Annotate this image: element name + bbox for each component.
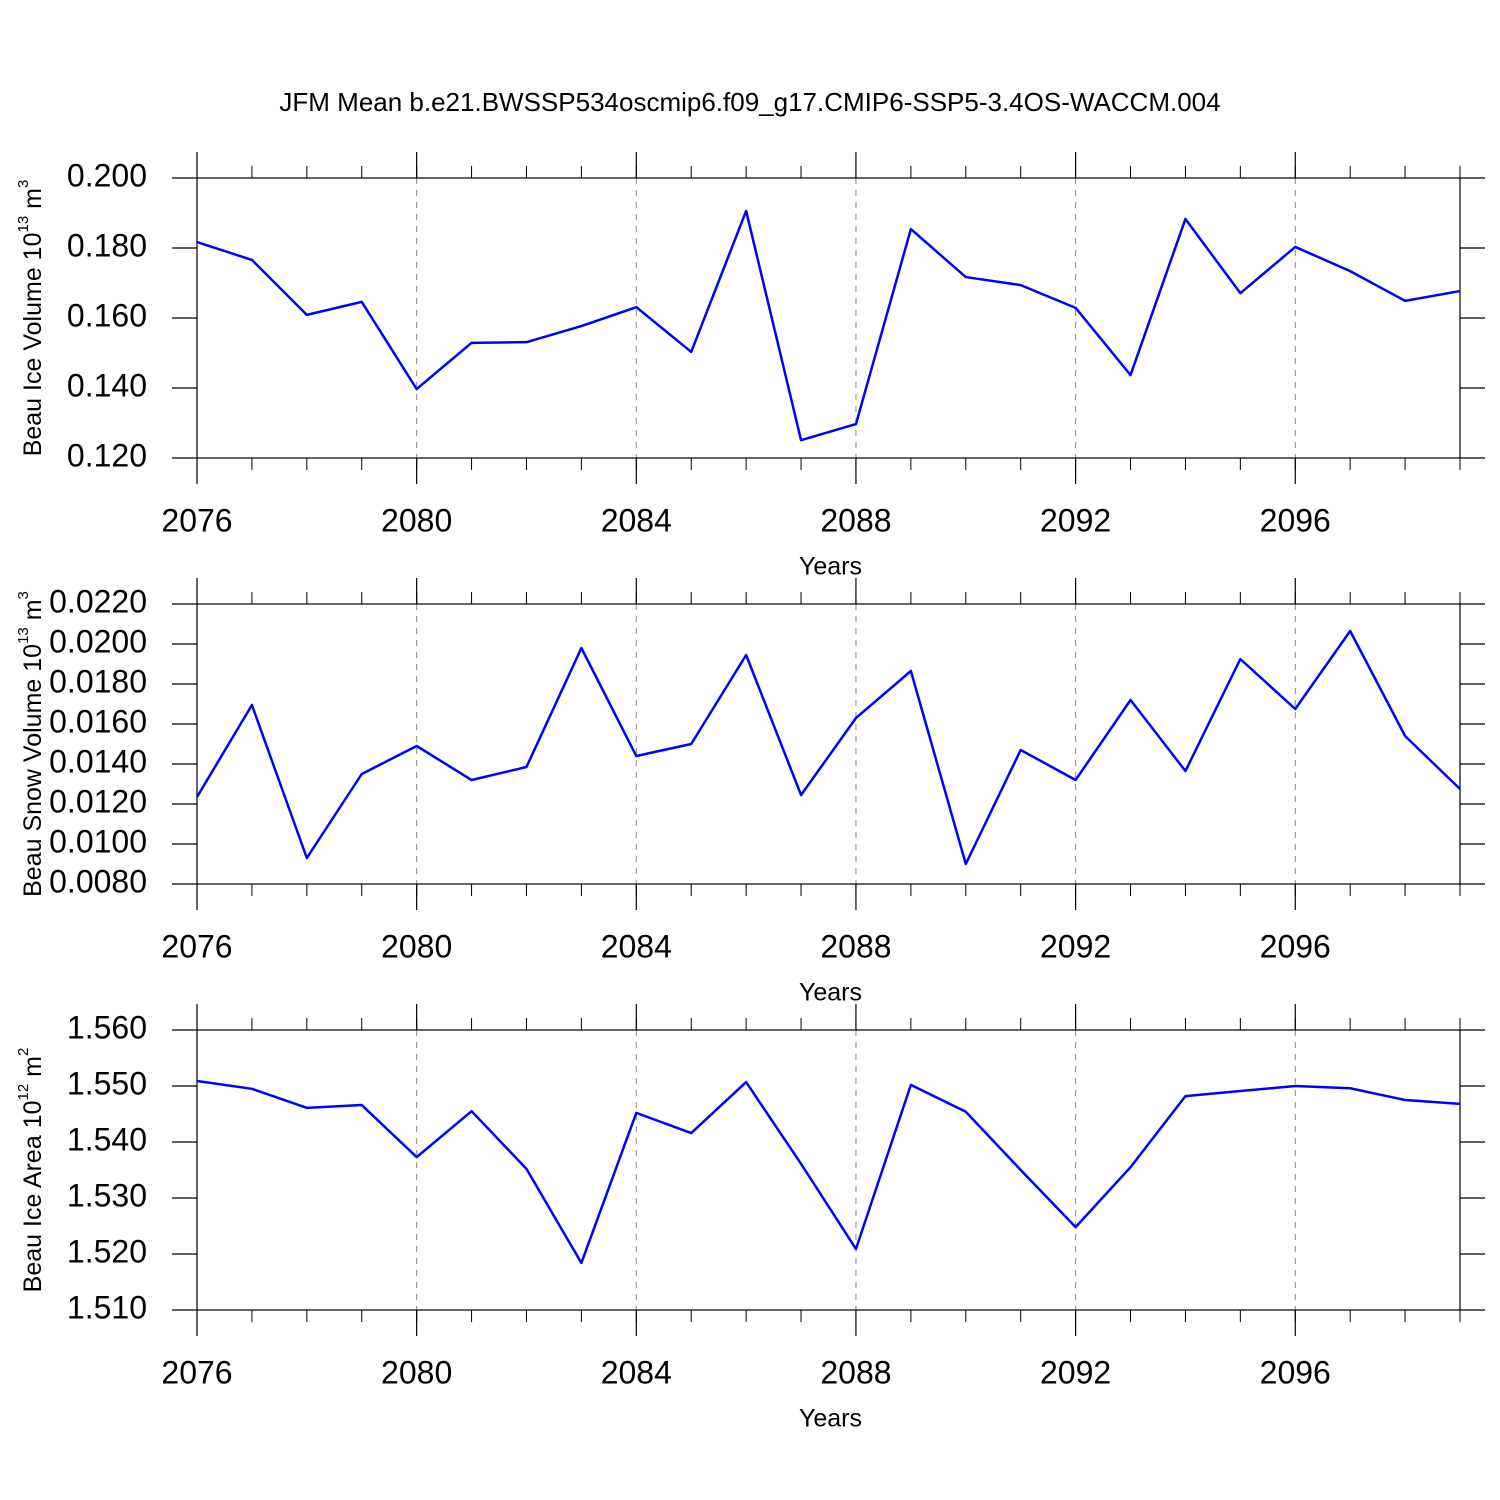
y-axis-label-exponent: 3 [15,180,32,188]
x-tick-label: 2092 [1040,502,1111,538]
y-axis-label-exponent: 2 [15,1048,32,1056]
y-tick-label: 1.560 [67,1009,147,1045]
x-tick-label: 2092 [1040,928,1111,964]
y-tick-label: 0.0140 [49,743,147,779]
y-tick-label: 0.160 [67,297,147,333]
y-axis-label-part: Beau Snow Volume 10 [19,644,47,897]
y-tick-label: 0.0200 [49,623,147,659]
x-tick-label: 2084 [601,928,672,964]
x-tick-label: 2088 [820,502,891,538]
y-tick-label: 0.0180 [49,663,147,699]
x-tick-label: 2080 [381,502,452,538]
plot-frame [196,1029,1461,1311]
x-tick-label: 2096 [1260,1354,1331,1390]
y-tick-label: 0.180 [67,227,147,263]
y-tick-label: 0.0120 [49,783,147,819]
x-tick-label: 2076 [161,928,232,964]
y-axis-label-exponent: 3 [15,591,32,599]
panel: 2076 2080 2084 2088 2092 2096 1.510 1.520 1.530 1… [15,1004,1485,1433]
y-axis-label-exponent: 13 [15,627,32,644]
x-tick-label: 2076 [161,502,232,538]
figure-title: JFM Mean b.e21.BWSSP534oscmip6.f09_g17.C… [279,87,1220,117]
x-axis-label: Years [799,979,862,1007]
y-axis-label-part: m [19,1056,47,1084]
y-tick-label: 0.0160 [49,703,147,739]
x-axis-label: Years [799,553,862,581]
x-tick-label: 2096 [1260,928,1331,964]
x-tick-label: 2076 [161,1354,232,1390]
y-axis-label-part: Beau Ice Volume 10 [19,233,47,457]
x-tick-label: 2092 [1040,1354,1111,1390]
x-tick-label: 2080 [381,928,452,964]
plot-frame [196,603,1461,885]
y-tick-label: 1.540 [67,1121,147,1157]
y-axis-label: Beau Snow Volume 1013 m3 [15,591,47,897]
data-line [196,209,1461,442]
x-tick-label: 2088 [820,1354,891,1390]
y-tick-label: 0.0100 [49,823,147,859]
x-axis-label: Years [799,1405,862,1433]
y-axis-label: Beau Ice Volume 1013 m3 [15,180,47,457]
x-tick-label: 2084 [601,502,672,538]
y-tick-label: 0.0080 [49,863,147,899]
y-tick-label: 1.510 [67,1289,147,1325]
y-axis-label-part: m [19,599,47,627]
y-tick-label: 0.120 [67,437,147,473]
y-tick-label: 0.0220 [49,583,147,619]
y-axis-label-exponent: 13 [15,216,32,233]
x-tick-label: 2084 [601,1354,672,1390]
y-tick-label: 1.520 [67,1233,147,1269]
x-tick-label: 2096 [1260,502,1331,538]
x-tick-label: 2080 [381,1354,452,1390]
y-tick-label: 1.530 [67,1177,147,1213]
y-tick-label: 0.140 [67,367,147,403]
y-axis-label-part: m [19,188,47,216]
plot-frame [196,177,1461,459]
y-axis-label-part: Beau Ice Area 10 [19,1101,47,1293]
y-axis-label-exponent: 12 [15,1084,32,1101]
panel: 2076 2080 2084 2088 2092 2096 0.120 0.140 0.160 0… [15,152,1485,581]
data-line [195,629,1461,866]
y-axis-label: Beau Ice Area 1012 m2 [15,1048,47,1293]
x-tick-label: 2088 [820,928,891,964]
data-line [196,1079,1461,1265]
panel: 2076 2080 2084 2088 2092 2096 0.0080 0.0100 0.01… [15,578,1485,1007]
y-tick-label: 0.200 [67,157,147,193]
y-tick-label: 1.550 [67,1065,147,1101]
